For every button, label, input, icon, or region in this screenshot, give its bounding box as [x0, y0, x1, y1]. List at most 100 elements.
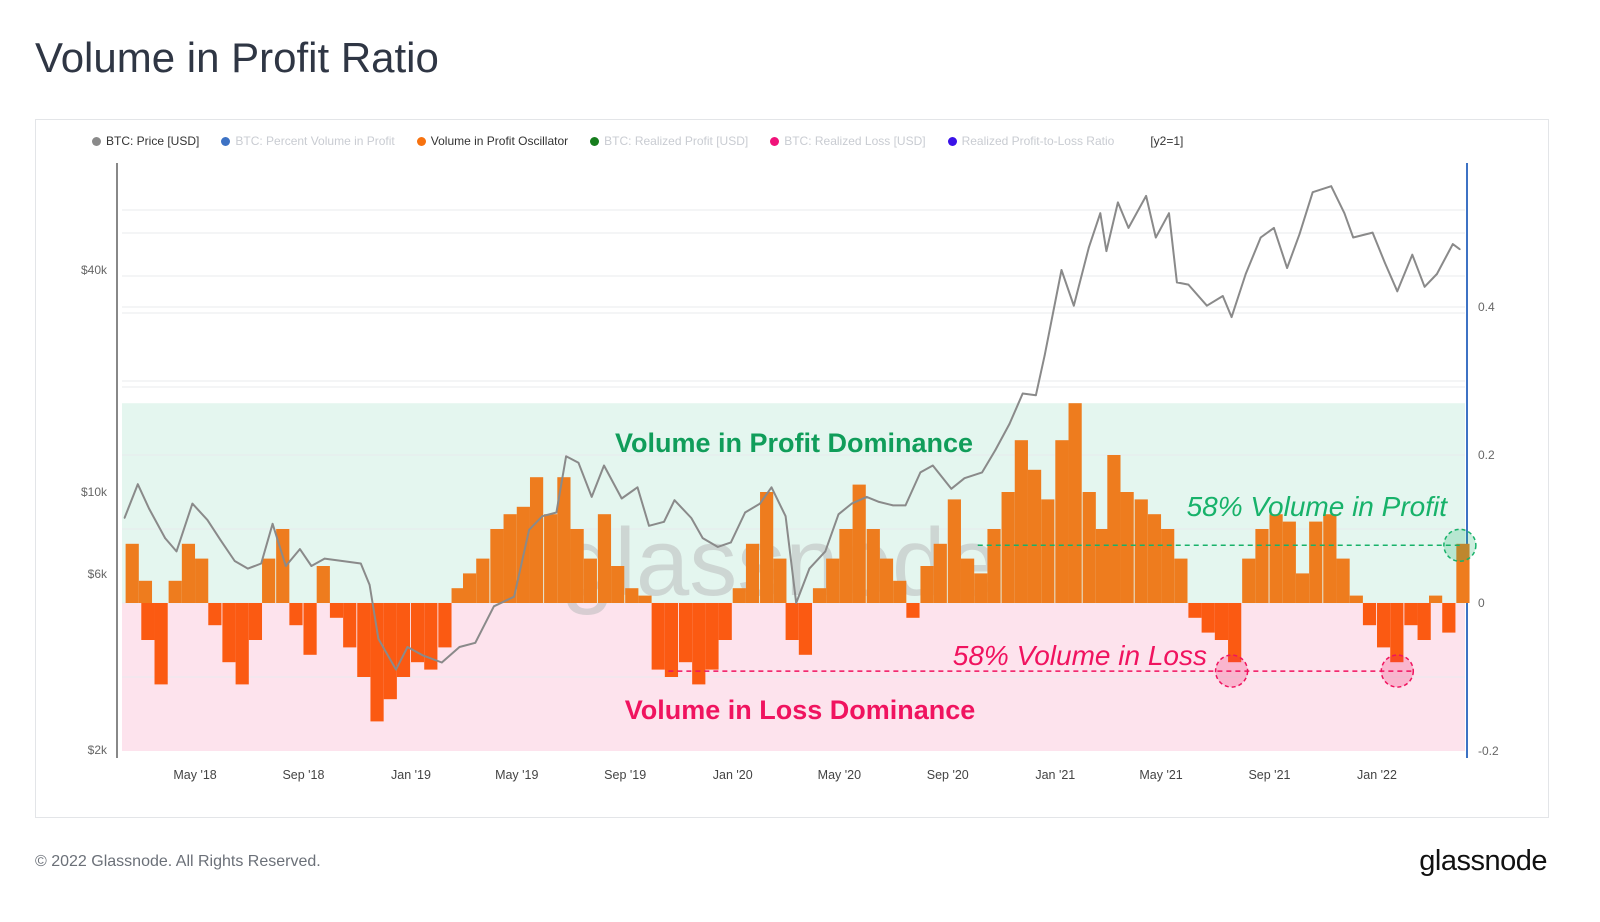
- oscillator-bar: [1068, 403, 1082, 603]
- oscillator-bar: [1147, 514, 1162, 603]
- y-right-tick-label: 0.4: [1478, 300, 1495, 314]
- y-right-tick-label: 0.2: [1478, 448, 1495, 462]
- oscillator-bar: [222, 603, 236, 663]
- oscillator-bar: [1362, 603, 1377, 626]
- y-left-tick-label: $2k: [88, 743, 108, 757]
- oscillator-bar: [1095, 529, 1110, 603]
- legend-item[interactable]: [y2=1]: [1150, 134, 1183, 148]
- price-point: [1221, 295, 1224, 297]
- oscillator-bar: [438, 603, 452, 648]
- oscillator-bar: [1055, 440, 1069, 603]
- y-left-tick-label: $6k: [88, 567, 108, 581]
- price-point: [850, 502, 853, 505]
- price-point: [206, 519, 209, 521]
- price-point: [1459, 248, 1461, 251]
- legend-item[interactable]: BTC: Percent Volume in Profit: [221, 134, 395, 148]
- price-point: [1343, 212, 1346, 215]
- price-point: [359, 562, 362, 565]
- price-point: [123, 517, 126, 519]
- oscillator-bar: [1377, 603, 1391, 648]
- legend-item[interactable]: BTC: Realized Profit [USD]: [590, 134, 748, 148]
- price-point: [233, 560, 236, 562]
- oscillator-bar: [248, 603, 263, 640]
- price-point: [904, 504, 907, 507]
- price-point: [1384, 262, 1386, 264]
- oscillator-bar: [732, 588, 746, 603]
- zone-label: Volume in Profit Dominance: [615, 428, 973, 458]
- oscillator-bar: [785, 603, 799, 640]
- y-left-tick-label: $10k: [81, 485, 108, 499]
- price-point: [701, 537, 704, 539]
- legend-label: BTC: Realized Profit [USD]: [604, 134, 749, 148]
- annotation-label: 58% Volume in Profit: [1187, 491, 1449, 522]
- oscillator-bar: [1188, 603, 1202, 618]
- y-right-tick-label: -0.2: [1478, 744, 1499, 758]
- oscillator-bar: [1390, 603, 1404, 663]
- legend-dot-icon: [590, 136, 600, 146]
- price-point: [950, 488, 953, 490]
- oscillator-bar: [357, 603, 371, 677]
- oscillator-bar: [974, 573, 988, 603]
- price-point: [1035, 394, 1037, 397]
- price-point: [1259, 236, 1262, 239]
- oscillator-bar: [705, 603, 719, 670]
- price-point: [1168, 212, 1170, 215]
- legend-label: BTC: Percent Volume in Profit: [235, 134, 395, 148]
- legend-dot-icon: [770, 136, 780, 146]
- oscillator-bar: [933, 543, 947, 603]
- price-point: [744, 511, 746, 514]
- price-point: [808, 567, 811, 570]
- legend-label: [y2=1]: [1150, 134, 1184, 148]
- price-point: [1176, 281, 1178, 284]
- legend-dot-icon: [947, 136, 957, 146]
- legend-label: Volume in Profit Oscillator: [430, 134, 569, 148]
- price-point: [191, 502, 194, 505]
- oscillator-bar: [1201, 603, 1215, 633]
- price-point: [1206, 304, 1208, 307]
- oscillator-bar: [181, 543, 196, 603]
- oscillator-bar: [718, 603, 732, 640]
- highlight-circle: [1380, 654, 1415, 688]
- legend: BTC: Price [USD] BTC: Percent Volume in P…: [92, 134, 1183, 148]
- oscillator-bar: [638, 595, 652, 603]
- price-point: [963, 477, 966, 479]
- legend-item[interactable]: BTC: Realized Loss [USD]: [770, 134, 926, 148]
- oscillator-bar: [611, 566, 625, 603]
- x-tick-label: Sep '20: [927, 768, 969, 782]
- price-point: [406, 646, 409, 648]
- oscillator-bar: [1442, 603, 1456, 633]
- price-point: [260, 562, 262, 565]
- legend-item[interactable]: Volume in Profit Oscillator: [416, 134, 569, 148]
- price-point: [663, 521, 665, 523]
- oscillator-bar: [544, 514, 558, 603]
- oscillator-bar: [879, 558, 894, 603]
- highlight-circle: [1443, 528, 1477, 563]
- oscillator-bar: [1255, 529, 1269, 603]
- oscillator-bar: [154, 603, 168, 685]
- x-tick-label: May '18: [173, 768, 216, 782]
- oscillator-bar: [960, 558, 975, 603]
- price-point: [513, 595, 515, 598]
- price-point: [1396, 290, 1399, 293]
- oscillator-bar: [451, 588, 465, 603]
- price-point: [994, 449, 997, 451]
- legend-label: Realized Profit-to-Loss Ratio: [961, 134, 1115, 148]
- oscillator-bar: [692, 603, 706, 685]
- legend-item[interactable]: BTC: Price [USD]: [92, 134, 199, 148]
- y-left-tick-label: $40k: [81, 263, 108, 277]
- price-point: [837, 513, 840, 516]
- oscillator-bar: [1336, 558, 1350, 603]
- price-point: [1145, 195, 1147, 197]
- price-point: [1043, 354, 1046, 356]
- x-tick-label: Jan '22: [1357, 768, 1397, 782]
- oscillator-bar: [664, 603, 679, 677]
- price-point: [919, 471, 922, 474]
- oscillator-bar: [678, 603, 693, 663]
- oscillator-bar: [289, 603, 303, 626]
- legend-item[interactable]: Realized Profit-to-Loss Ratio: [947, 134, 1115, 148]
- price-point: [368, 584, 371, 586]
- legend-dot-icon: [221, 136, 231, 146]
- oscillator-bar: [773, 558, 787, 603]
- price-point: [1286, 267, 1288, 269]
- oscillator-bar: [383, 603, 397, 700]
